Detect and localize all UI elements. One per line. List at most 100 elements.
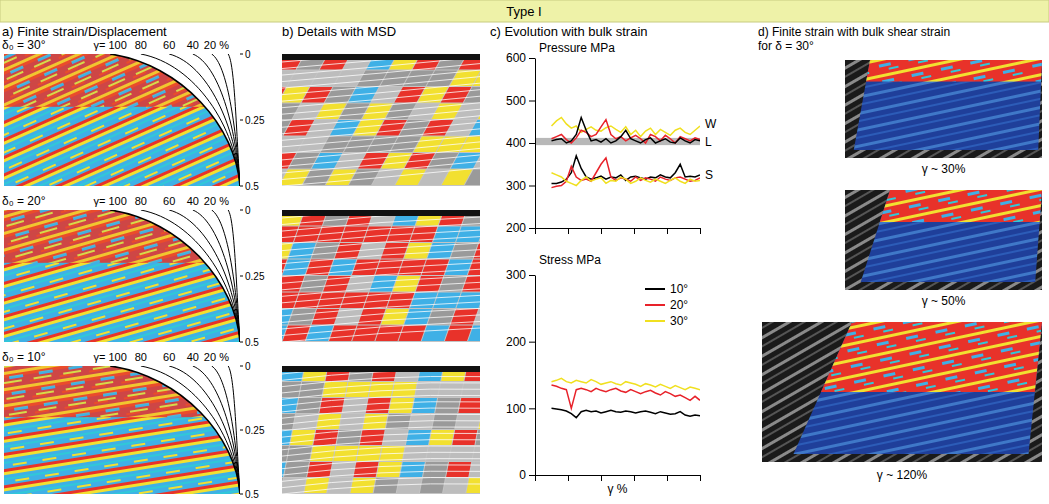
detail-ground <box>282 366 480 494</box>
depth-tick-label: 0.25 <box>245 271 265 282</box>
detail-cell <box>282 382 301 397</box>
plot-area <box>535 118 700 188</box>
displacement-curve <box>193 210 240 342</box>
series-line <box>552 385 701 408</box>
detail-streak <box>282 366 480 374</box>
displacement-curve <box>193 54 240 186</box>
tick <box>667 475 668 481</box>
detail-streak <box>282 446 480 456</box>
detail-streak <box>282 148 480 166</box>
strain-label: 20 % <box>204 195 229 207</box>
detail-cell <box>381 309 409 325</box>
finite-strain-image <box>4 366 240 494</box>
detail-cells <box>282 366 480 493</box>
tick <box>601 228 602 234</box>
legend-swatch <box>645 288 665 290</box>
detail-streak <box>282 452 480 462</box>
finite-strain-image <box>4 210 240 342</box>
detail-cell <box>399 326 427 342</box>
detail-cell <box>381 243 409 259</box>
strain-label: γ= 100 <box>94 351 127 363</box>
detail-streak <box>282 395 480 405</box>
annotation: W <box>705 117 717 131</box>
depth-tick <box>240 186 243 187</box>
panel-a: a) Finite strain/Displacementδ₀ = 30°γ= … <box>2 24 265 500</box>
detail-cell <box>452 430 477 445</box>
displacement-curve <box>228 210 240 342</box>
displacement-curve <box>212 366 240 494</box>
displacement-curve <box>169 54 240 186</box>
chart-title: Pressure MPa <box>539 41 615 55</box>
detail-streak <box>282 389 480 399</box>
series-line <box>552 173 701 186</box>
tick: 100 <box>506 402 535 416</box>
depth-tick <box>240 494 243 495</box>
tick <box>535 475 536 481</box>
detail-streak <box>282 129 480 147</box>
tick-label: 0 <box>519 468 526 482</box>
depth-tick <box>240 342 243 343</box>
detail-cell <box>360 430 385 445</box>
tick-mark <box>529 408 535 409</box>
tick-mark <box>601 228 602 234</box>
detail-cell <box>422 326 450 342</box>
detail-cell <box>369 276 397 292</box>
detail-wall <box>282 54 480 60</box>
detail-streak <box>282 135 480 153</box>
detail-streak <box>282 116 480 134</box>
detail-streak <box>282 427 480 437</box>
strain-label: 60 <box>163 195 175 207</box>
row-label: δ₀ = 10° <box>2 350 46 364</box>
axis-line <box>536 228 701 229</box>
displacement-curve <box>228 366 240 494</box>
undeformed-area <box>110 210 240 342</box>
panel-title: b) Details with MSD <box>282 24 396 39</box>
tick: 300 <box>506 179 535 193</box>
axis-line <box>535 59 536 229</box>
tick-mark <box>634 228 635 234</box>
detail-cell <box>389 398 414 413</box>
detail-cell <box>410 293 438 309</box>
displacement-curve <box>193 366 240 494</box>
tick-mark <box>601 475 602 481</box>
detail-streak <box>282 122 480 140</box>
detail-streak <box>282 155 480 173</box>
detail-streak <box>282 103 480 121</box>
sheared-image <box>762 322 1042 462</box>
detail-streak <box>282 70 480 88</box>
tick-label: 300 <box>506 268 526 282</box>
detail-streak <box>282 465 480 475</box>
series-line <box>552 118 701 144</box>
detail-streak <box>282 376 480 386</box>
detail-cells <box>282 210 480 341</box>
detail-cell <box>479 227 480 243</box>
tick <box>601 475 602 481</box>
detail-cell <box>445 326 473 342</box>
depth-tick-label: 0.5 <box>245 181 259 192</box>
detail-cell <box>397 478 422 493</box>
tick: 600 <box>506 51 535 65</box>
detail-cell <box>443 478 468 493</box>
detail-cell <box>400 462 425 477</box>
deformed-zone <box>762 322 1042 462</box>
detail-cell <box>300 276 328 292</box>
detail-streak <box>282 109 480 127</box>
deformed-zone <box>845 190 1042 290</box>
tick-mark <box>529 101 535 102</box>
detail-streak <box>282 168 480 186</box>
displacement-curve <box>141 54 240 186</box>
tick-label: 200 <box>506 335 526 349</box>
panel-subtitle: for δ = 30° <box>758 39 814 53</box>
depth-tick-label: 0.25 <box>245 115 265 126</box>
panel-c: c) Evolution with bulk strainPressure MP… <box>490 24 717 496</box>
detail-cell <box>296 398 321 413</box>
legend-label: 10° <box>670 282 688 296</box>
legend-label: 20° <box>670 298 688 312</box>
tick-mark <box>529 143 535 144</box>
series-line <box>552 378 701 389</box>
tick-label: 200 <box>506 221 526 235</box>
strain-field <box>4 366 240 494</box>
msd-detail-image <box>282 210 480 342</box>
detail-cell <box>288 309 316 325</box>
detail-cell <box>333 446 358 461</box>
